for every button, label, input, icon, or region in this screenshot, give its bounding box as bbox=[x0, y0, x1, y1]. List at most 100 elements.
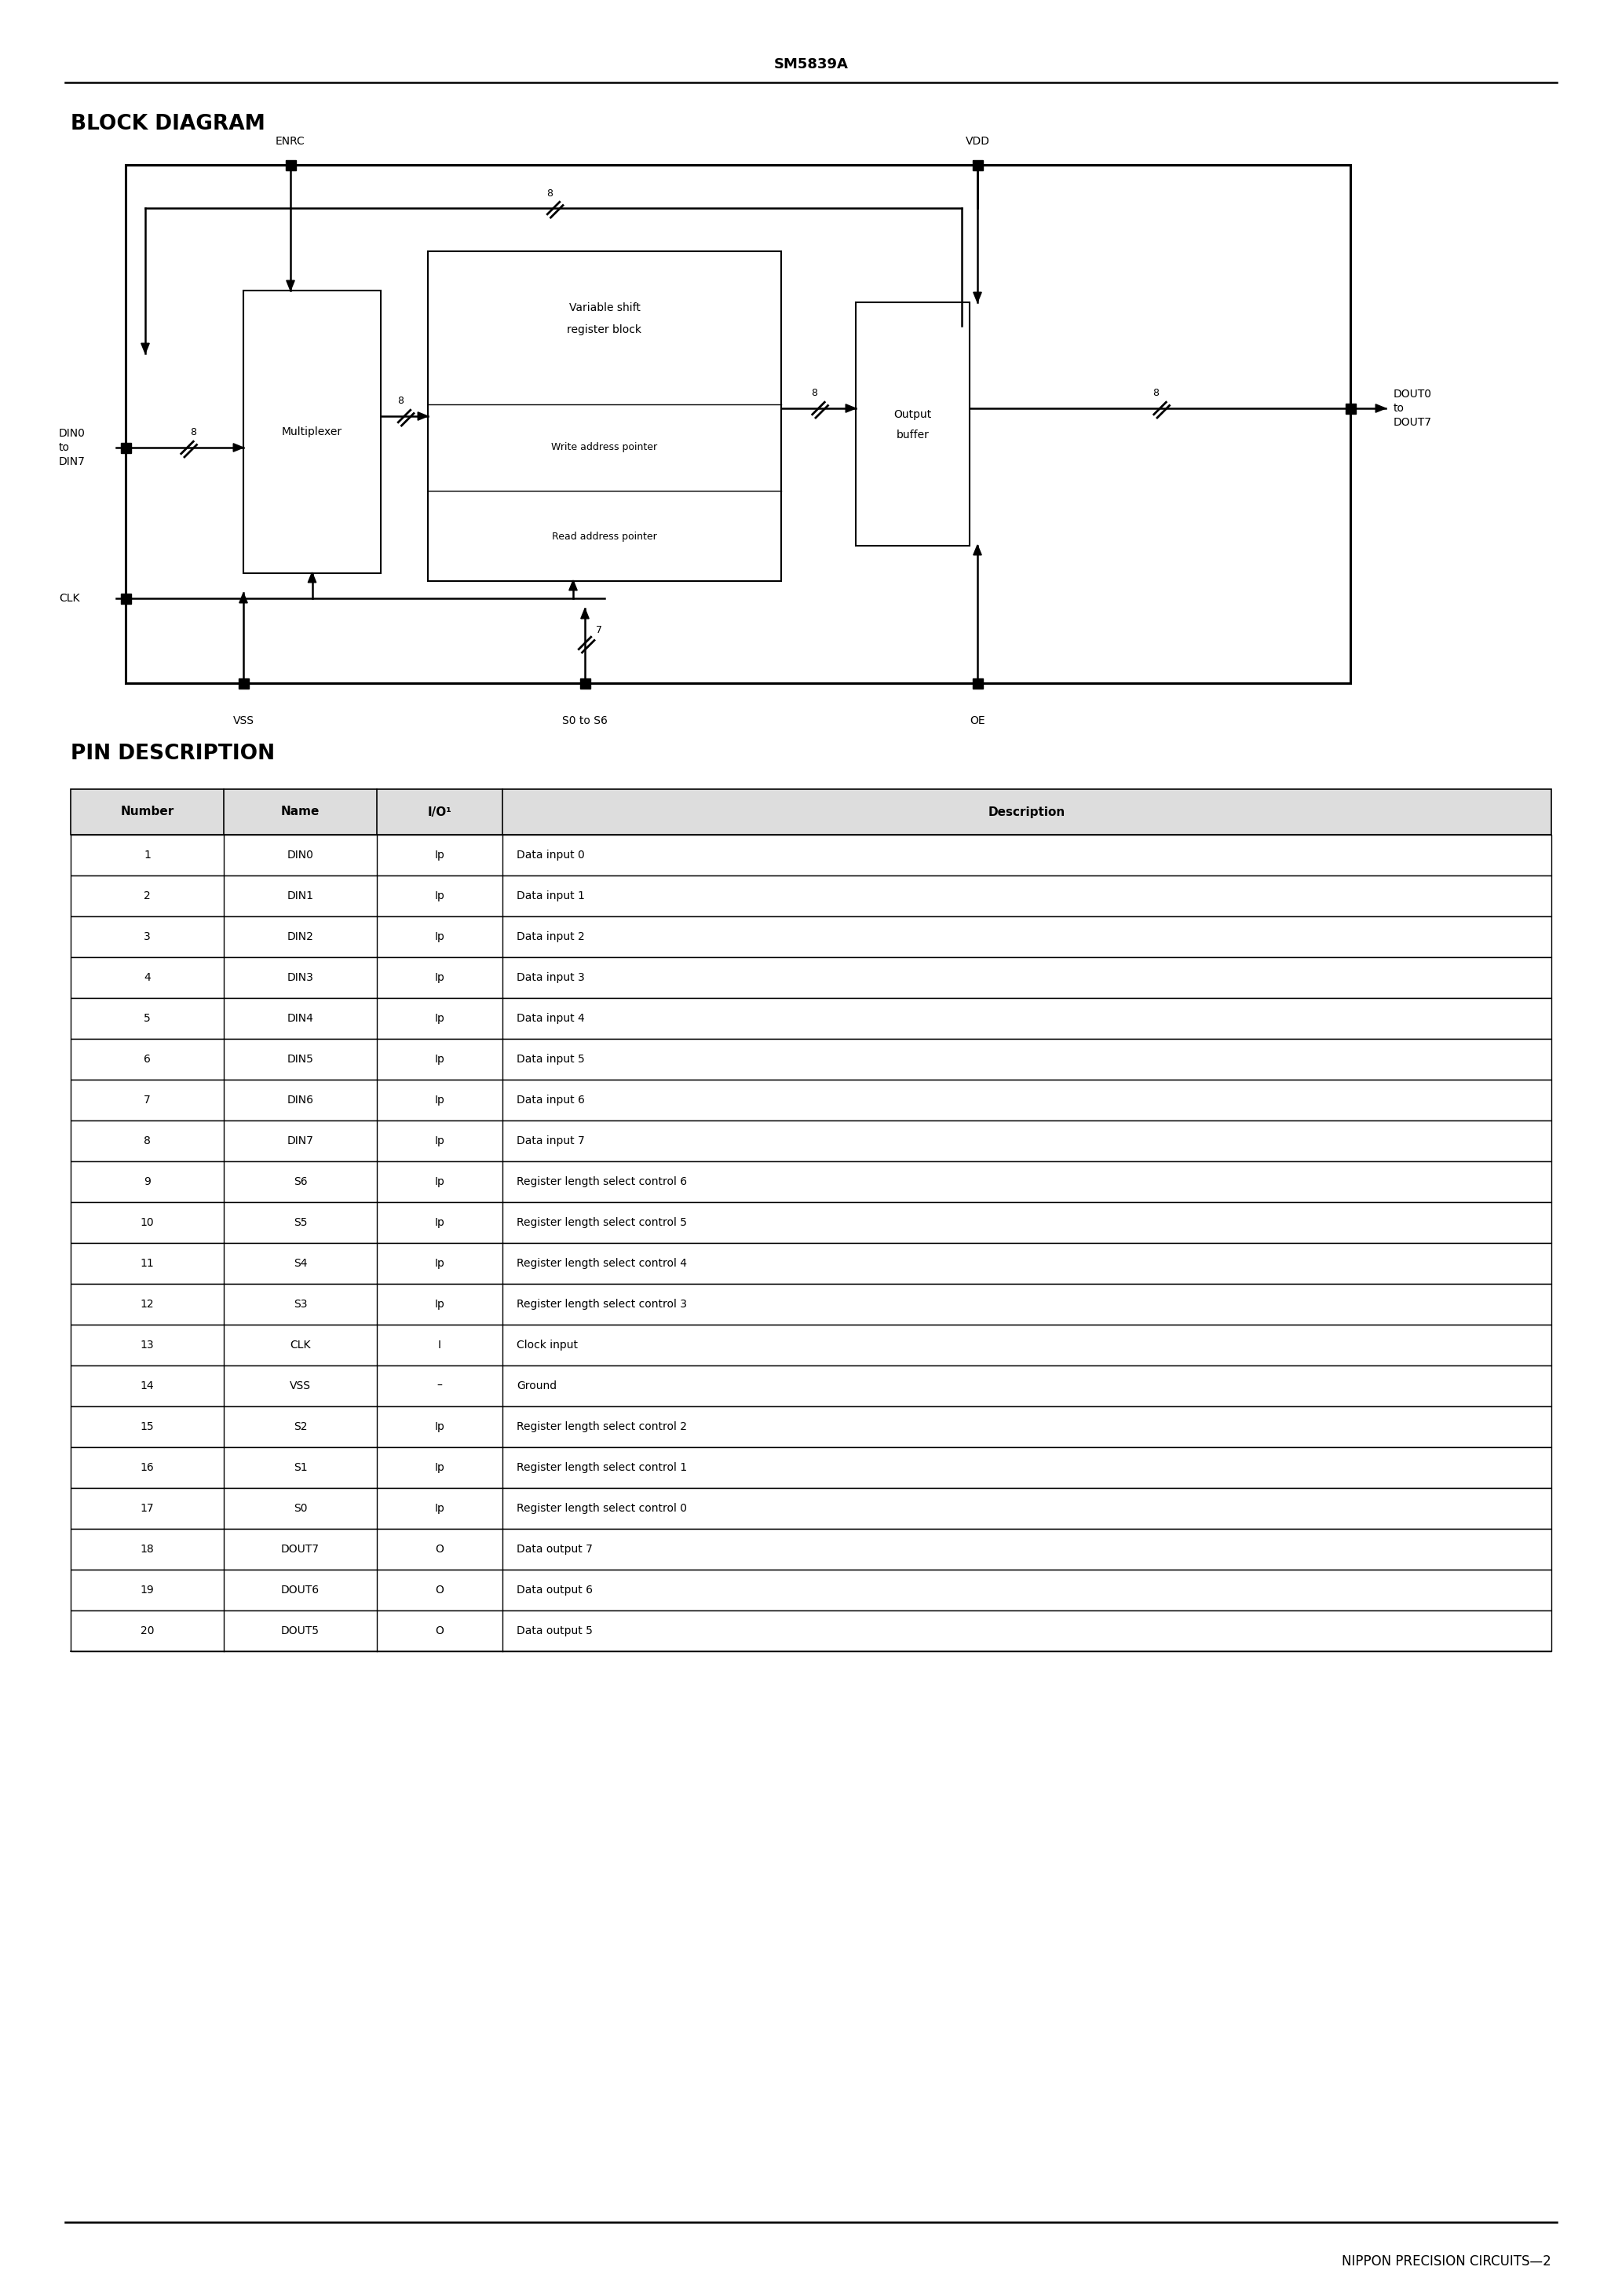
Text: Ip: Ip bbox=[435, 1217, 444, 1228]
Polygon shape bbox=[234, 443, 243, 452]
Text: 18: 18 bbox=[139, 1543, 154, 1554]
Text: Register length select control 3: Register length select control 3 bbox=[516, 1300, 688, 1309]
Bar bbox=[972, 677, 983, 689]
Text: DOUT5: DOUT5 bbox=[281, 1626, 320, 1637]
Text: 7: 7 bbox=[595, 625, 602, 636]
Text: 8: 8 bbox=[190, 427, 196, 436]
Text: Multiplexer: Multiplexer bbox=[282, 427, 342, 436]
Text: S0: S0 bbox=[294, 1504, 307, 1513]
Bar bbox=[71, 1283, 1551, 1325]
Bar bbox=[71, 790, 1551, 836]
Text: 13: 13 bbox=[139, 1339, 154, 1350]
Text: 17: 17 bbox=[139, 1504, 154, 1513]
Polygon shape bbox=[287, 280, 295, 292]
Text: S2: S2 bbox=[294, 1421, 307, 1433]
Polygon shape bbox=[141, 344, 149, 354]
Text: 8: 8 bbox=[811, 388, 817, 397]
Bar bbox=[428, 250, 782, 581]
Text: DIN6: DIN6 bbox=[287, 1095, 313, 1107]
Bar bbox=[120, 592, 131, 604]
Bar bbox=[125, 165, 1351, 684]
Text: Ground: Ground bbox=[516, 1380, 556, 1391]
Text: Register length select control 1: Register length select control 1 bbox=[516, 1463, 688, 1474]
Text: 4: 4 bbox=[144, 971, 151, 983]
Text: 1: 1 bbox=[144, 850, 151, 861]
Polygon shape bbox=[308, 572, 316, 583]
Text: Write address pointer: Write address pointer bbox=[551, 443, 657, 452]
Text: 9: 9 bbox=[144, 1176, 151, 1187]
Text: 2: 2 bbox=[144, 891, 151, 902]
Text: Ip: Ip bbox=[435, 971, 444, 983]
Text: 10: 10 bbox=[139, 1217, 154, 1228]
Text: 14: 14 bbox=[139, 1380, 154, 1391]
Text: VSS: VSS bbox=[234, 716, 255, 726]
Text: S5: S5 bbox=[294, 1217, 307, 1228]
Text: DIN1: DIN1 bbox=[287, 891, 313, 902]
Text: Register length select control 5: Register length select control 5 bbox=[516, 1217, 688, 1228]
Text: Ip: Ip bbox=[435, 1176, 444, 1187]
Text: Ip: Ip bbox=[435, 1504, 444, 1513]
Text: 15: 15 bbox=[139, 1421, 154, 1433]
Text: Ip: Ip bbox=[435, 1013, 444, 1024]
Text: Ip: Ip bbox=[435, 850, 444, 861]
Bar bbox=[71, 1242, 1551, 1283]
Text: Data input 3: Data input 3 bbox=[516, 971, 584, 983]
Bar bbox=[71, 1203, 1551, 1242]
Text: Data input 6: Data input 6 bbox=[516, 1095, 586, 1107]
Text: Clock input: Clock input bbox=[516, 1339, 577, 1350]
Text: Ip: Ip bbox=[435, 932, 444, 941]
Bar bbox=[71, 1079, 1551, 1120]
Bar bbox=[71, 916, 1551, 957]
Bar bbox=[238, 677, 248, 689]
Text: DIN0: DIN0 bbox=[58, 427, 86, 439]
Polygon shape bbox=[418, 411, 428, 420]
Text: register block: register block bbox=[568, 324, 642, 335]
Bar bbox=[1345, 404, 1356, 413]
Bar bbox=[71, 875, 1551, 916]
Text: PIN DESCRIPTION: PIN DESCRIPTION bbox=[71, 744, 274, 765]
Bar bbox=[71, 957, 1551, 999]
Text: Data output 6: Data output 6 bbox=[516, 1584, 592, 1596]
Text: 20: 20 bbox=[141, 1626, 154, 1637]
Text: Name: Name bbox=[281, 806, 320, 817]
Bar bbox=[71, 1529, 1551, 1570]
Text: Output: Output bbox=[894, 409, 931, 420]
Text: Ip: Ip bbox=[435, 1258, 444, 1270]
Text: Ip: Ip bbox=[435, 891, 444, 902]
Text: DIN0: DIN0 bbox=[287, 850, 313, 861]
Bar bbox=[71, 1038, 1551, 1079]
Text: DIN7: DIN7 bbox=[287, 1137, 313, 1146]
Bar bbox=[71, 1446, 1551, 1488]
Text: I: I bbox=[438, 1339, 441, 1350]
Bar bbox=[71, 1120, 1551, 1162]
Bar bbox=[71, 1366, 1551, 1407]
Text: Number: Number bbox=[120, 806, 174, 817]
Bar bbox=[71, 1570, 1551, 1609]
Text: DIN5: DIN5 bbox=[287, 1054, 313, 1065]
Text: O: O bbox=[435, 1543, 444, 1554]
Text: Data output 7: Data output 7 bbox=[516, 1543, 592, 1554]
Text: Ip: Ip bbox=[435, 1421, 444, 1433]
Text: Register length select control 6: Register length select control 6 bbox=[516, 1176, 688, 1187]
Text: 8: 8 bbox=[144, 1137, 151, 1146]
Text: Description: Description bbox=[988, 806, 1066, 817]
Text: VDD: VDD bbox=[965, 135, 989, 147]
Text: Data input 1: Data input 1 bbox=[516, 891, 586, 902]
Text: Data output 5: Data output 5 bbox=[516, 1626, 592, 1637]
Polygon shape bbox=[581, 608, 589, 618]
Text: 7: 7 bbox=[144, 1095, 151, 1107]
Text: buffer: buffer bbox=[897, 429, 929, 441]
Bar bbox=[71, 1407, 1551, 1446]
Text: 8: 8 bbox=[1153, 388, 1160, 397]
Text: S6: S6 bbox=[294, 1176, 307, 1187]
Text: 5: 5 bbox=[144, 1013, 151, 1024]
Text: Read address pointer: Read address pointer bbox=[551, 530, 657, 542]
Text: 12: 12 bbox=[139, 1300, 154, 1309]
Text: Data input 7: Data input 7 bbox=[516, 1137, 584, 1146]
Text: 8: 8 bbox=[397, 395, 404, 406]
Text: Ip: Ip bbox=[435, 1137, 444, 1146]
Bar bbox=[71, 1488, 1551, 1529]
Text: 11: 11 bbox=[139, 1258, 154, 1270]
Text: Register length select control 2: Register length select control 2 bbox=[516, 1421, 688, 1433]
Text: DIN7: DIN7 bbox=[58, 457, 86, 466]
